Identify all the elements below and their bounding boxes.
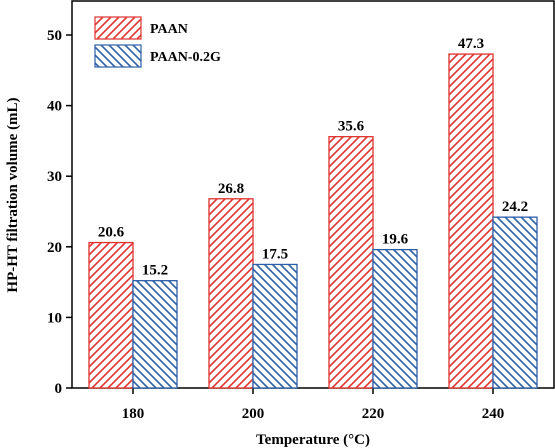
bar-paan-180 [88, 241, 134, 389]
data-label: 47.3 [458, 36, 484, 52]
bar-paan-240 [448, 53, 494, 389]
bar-paan-0-2g-180 [132, 280, 178, 389]
plot-area [71, 0, 555, 389]
legend: PAAN PAAN-0.2G [94, 16, 221, 68]
data-label: 20.6 [98, 225, 125, 241]
x-tick-label: 180 [122, 406, 145, 422]
legend-swatch-paan [94, 16, 142, 40]
bar-paan-0-2g-240 [492, 216, 538, 389]
x-tick-label: 200 [242, 406, 265, 422]
data-label: 24.2 [502, 199, 528, 215]
data-label: 17.5 [262, 246, 288, 262]
data-label: 26.8 [218, 181, 244, 197]
y-tick-label: 30 [47, 169, 62, 185]
bar-paan-0-2g-220 [372, 248, 418, 389]
bars-group [88, 53, 538, 389]
data-labels-group: 20.6 15.2 26.8 17.5 35.6 19.6 47.3 24.2 [98, 36, 528, 279]
data-label: 19.6 [382, 232, 409, 248]
x-axis: 180 200 220 240 [122, 388, 505, 422]
bar-paan-0-2g-200 [252, 263, 298, 389]
x-tick-label: 220 [362, 406, 385, 422]
y-axis: 0 10 20 30 40 50 [47, 28, 72, 397]
y-tick-label: 40 [47, 99, 62, 115]
legend-swatch-paan-0-2g [94, 44, 142, 68]
y-axis-title: HP-HT filtration volume (mL) [5, 97, 21, 292]
legend-label-paan: PAAN [150, 22, 188, 37]
y-tick-label: 0 [55, 381, 63, 397]
data-label: 15.2 [142, 263, 168, 279]
x-axis-title: Temperature (°C) [256, 432, 370, 448]
legend-label-paan-0-2g: PAAN-0.2G [150, 50, 221, 65]
bar-paan-220 [328, 136, 374, 389]
y-tick-label: 50 [47, 28, 62, 44]
y-tick-label: 10 [47, 310, 62, 326]
data-label: 35.6 [338, 119, 365, 135]
x-tick-label: 240 [482, 406, 505, 422]
bar-paan-200 [208, 198, 254, 389]
y-tick-label: 20 [47, 240, 62, 256]
